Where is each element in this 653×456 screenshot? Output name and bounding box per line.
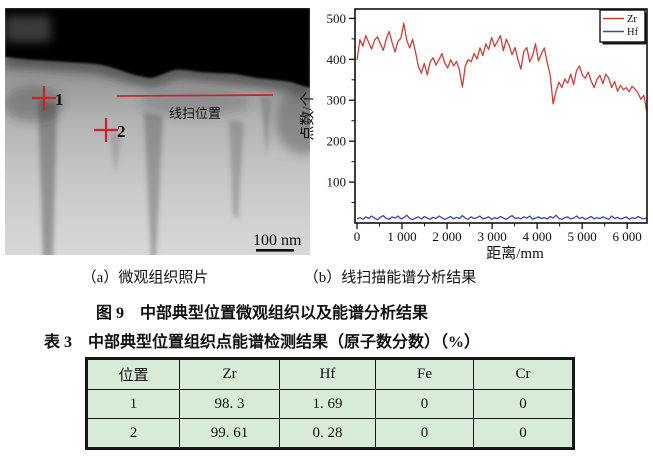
- chart-legend: Zr Hf: [599, 9, 648, 45]
- plot-border: [354, 8, 648, 224]
- table-cell: 0: [473, 389, 574, 419]
- dark-blob: [275, 86, 310, 154]
- scale-bar: [256, 249, 294, 252]
- table-header-cell: 位置: [86, 358, 180, 390]
- table-cell: 1: [86, 389, 180, 419]
- line-scan-line: [116, 94, 274, 97]
- scale-bar-label: 100 nm: [253, 232, 302, 249]
- svg-text:0: 0: [354, 229, 361, 244]
- svg-text:200: 200: [327, 134, 347, 149]
- figure-caption: 图 9 中部典型位置微观组织以及能谱分析结果: [95, 305, 428, 322]
- point-1-label: 1: [55, 90, 64, 109]
- table-cell: 0: [375, 389, 474, 419]
- legend-label-zr: Zr: [627, 14, 637, 25]
- table-cell: 0. 28: [279, 418, 376, 449]
- subcaption-a: （a）微观组织照片: [81, 270, 209, 286]
- grain-streak: [144, 112, 163, 255]
- svg-text:3 000: 3 000: [477, 229, 506, 244]
- chart-axes: 0 1 000 2 000 3 000 4 000 5 000 6 000 100 200 300…: [327, 11, 642, 244]
- table-caption: 表 3 中部典型位置组织点能谱检测结果（原子数分数）（%）: [43, 334, 480, 351]
- series-hf: [356, 214, 648, 221]
- svg-text:400: 400: [327, 52, 347, 67]
- table-row: 2 99. 61 0. 28 0 0: [86, 418, 574, 449]
- svg-text:5 000: 5 000: [568, 229, 597, 244]
- eds-line-chart: 0 1 000 2 000 3 000 4 000 5 000 6 000 100 200 300…: [300, 8, 648, 262]
- table-cell: 1. 69: [279, 389, 376, 419]
- eds-results-table: 位置 Zr Hf Fe Cr 1 98. 3 1. 69 0 0 2 99. 61 0. 28 0 0: [85, 357, 575, 450]
- surface-shadow-band: [5, 53, 310, 97]
- table-cell: 98. 3: [179, 389, 280, 419]
- legend-label-hf: Hf: [627, 27, 639, 38]
- micrograph-image: 1 2 线扫位置 100 nm: [5, 8, 310, 255]
- chart-series: [356, 22, 648, 221]
- svg-text:2 000: 2 000: [432, 229, 461, 244]
- corner-grey-patch: [5, 16, 51, 42]
- dark-blob: [5, 86, 63, 122]
- grain-streak: [38, 100, 57, 255]
- table-cell: 0: [375, 418, 474, 449]
- table-header-cell: Zr: [179, 358, 280, 390]
- table-cell: 99. 61: [179, 418, 280, 449]
- legend-box: [599, 9, 646, 43]
- svg-text:1 000: 1 000: [387, 229, 416, 244]
- svg-text:500: 500: [327, 11, 347, 26]
- micrograph-vacuum-region: [5, 8, 310, 88]
- y-axis-label: 点数/个: [300, 91, 316, 140]
- table-row: 1 98. 3 1. 69 0 0: [86, 389, 574, 419]
- svg-text:6 000: 6 000: [613, 229, 642, 244]
- grain-streak: [229, 120, 244, 220]
- table-header-row: 位置 Zr Hf Fe Cr: [86, 358, 574, 390]
- x-axis-label: 距离/mm: [486, 245, 544, 262]
- point-2-label: 2: [117, 122, 126, 141]
- grain-streak: [260, 96, 272, 156]
- point-marker-2: [94, 118, 118, 142]
- table-cell: 0: [473, 418, 574, 449]
- line-scan-label: 线扫位置: [169, 106, 221, 121]
- table-header-cell: Fe: [375, 358, 474, 390]
- svg-text:300: 300: [327, 93, 347, 108]
- point-marker-1: [32, 86, 56, 110]
- table-header-cell: Hf: [279, 358, 376, 390]
- grain-streak: [109, 132, 121, 176]
- table-header-cell: Cr: [473, 358, 574, 390]
- svg-text:4 000: 4 000: [522, 229, 551, 244]
- series-zr: [356, 22, 648, 113]
- subcaption-b: （b）线扫描能谱分析结果: [303, 270, 477, 286]
- svg-text:100: 100: [327, 175, 347, 190]
- table-cell: 2: [86, 418, 180, 449]
